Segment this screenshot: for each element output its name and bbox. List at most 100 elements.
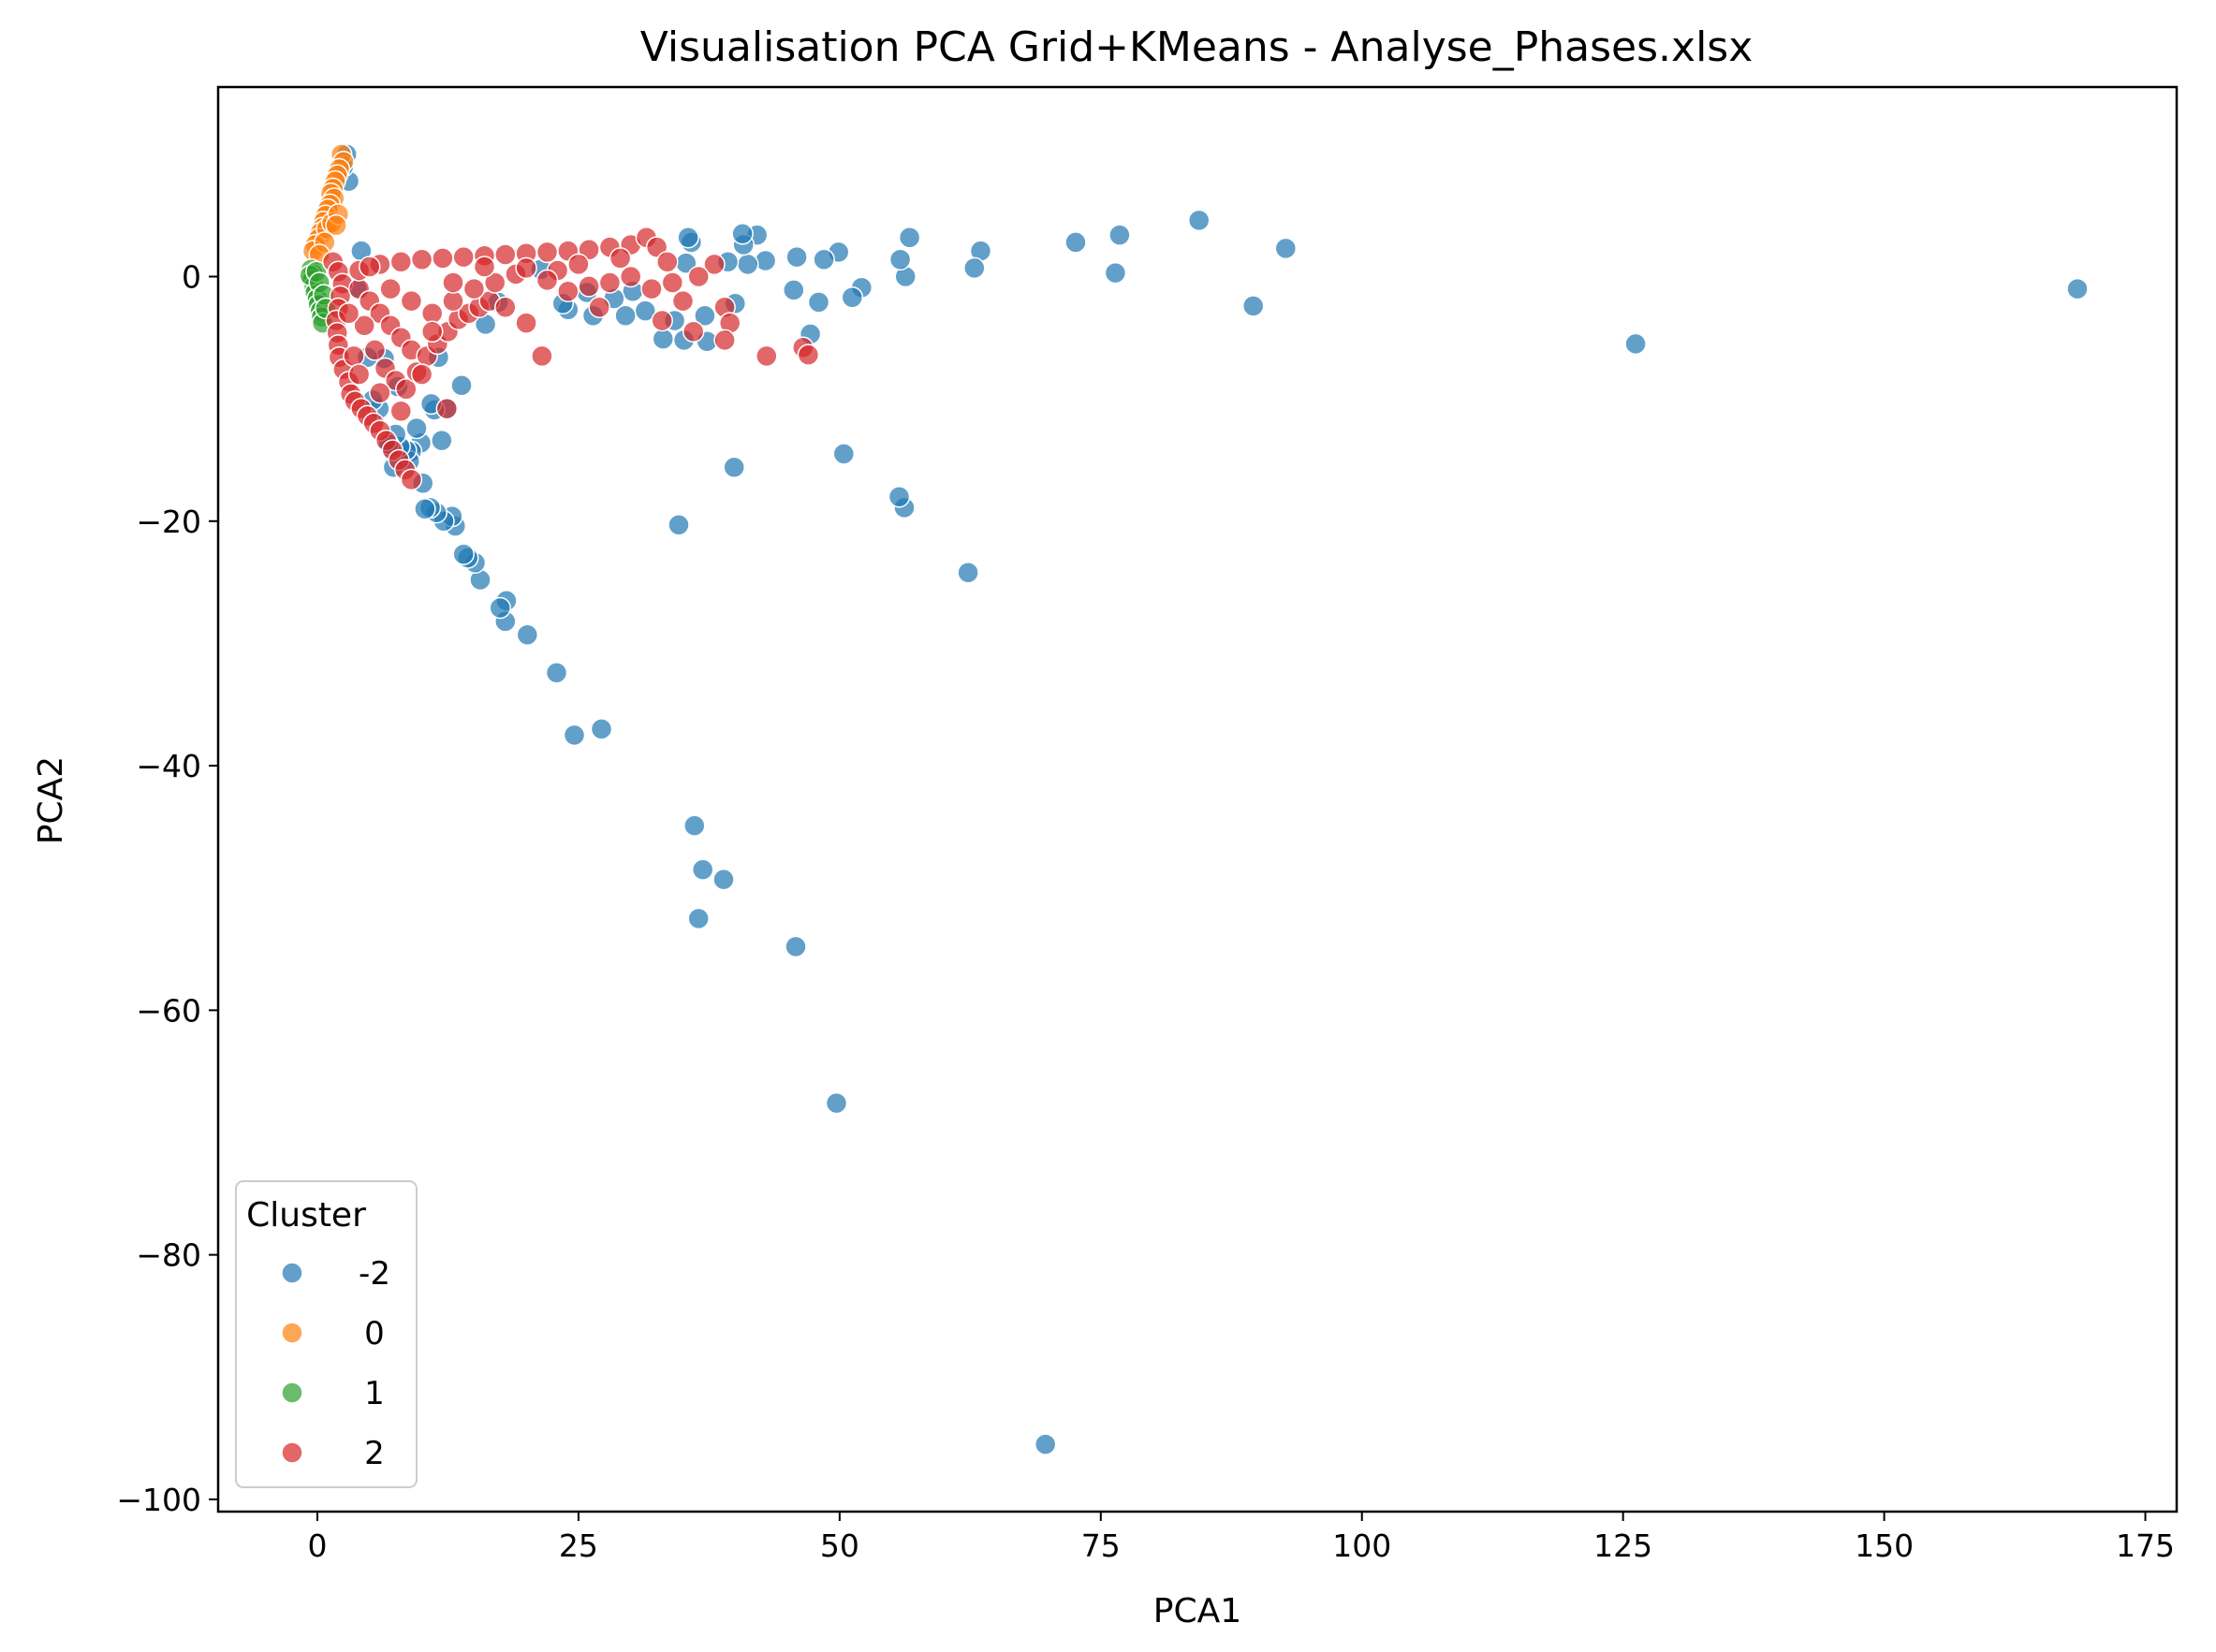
data-point <box>691 858 714 881</box>
data-point <box>785 245 808 269</box>
data-point <box>590 718 613 740</box>
data-point <box>395 377 418 401</box>
data-point <box>888 485 911 508</box>
data-point <box>494 243 517 266</box>
data-point <box>703 253 726 276</box>
data-point <box>515 256 537 280</box>
x-tick-label: 50 <box>820 1528 859 1564</box>
x-tick-label: 150 <box>1855 1528 1914 1564</box>
y-tick-label: −20 <box>136 504 201 540</box>
legend-marker <box>281 1322 303 1344</box>
data-point <box>671 289 695 313</box>
data-point <box>677 226 699 249</box>
data-point <box>957 561 979 584</box>
y-axis-label: PCA2 <box>32 756 70 844</box>
data-point <box>651 309 673 332</box>
data-point <box>414 497 436 520</box>
y-tick-label: −40 <box>136 748 201 784</box>
data-point <box>359 256 381 278</box>
data-point <box>1187 209 1211 232</box>
data-point <box>410 248 433 270</box>
data-point <box>531 344 553 368</box>
data-point <box>598 271 622 294</box>
data-point <box>1064 231 1087 254</box>
data-point <box>515 312 537 334</box>
x-axis-label: PCA1 <box>1153 1592 1241 1630</box>
data-point <box>841 285 864 309</box>
data-point <box>452 543 475 565</box>
y-axis-ticks: 0 −20 −40 −60 −80 −100 <box>116 258 218 1518</box>
data-point <box>888 248 912 270</box>
data-point <box>614 304 637 328</box>
data-point <box>420 301 444 325</box>
data-point <box>797 344 820 366</box>
data-point <box>567 253 590 276</box>
data-point <box>343 344 365 368</box>
data-point <box>347 363 371 386</box>
data-point <box>682 320 705 344</box>
data-point <box>825 1091 848 1115</box>
data-point <box>723 456 745 479</box>
data-point <box>557 280 580 302</box>
data-point <box>736 253 759 276</box>
y-tick-label: −60 <box>136 992 201 1029</box>
data-point <box>754 249 777 272</box>
data-point <box>756 344 778 368</box>
plot-frame <box>216 85 2179 1513</box>
y-tick-label: −80 <box>136 1237 201 1274</box>
legend-label: 1 <box>364 1375 385 1412</box>
data-point <box>405 417 428 440</box>
x-tick-label: 100 <box>1332 1528 1391 1564</box>
data-point <box>462 277 486 300</box>
data-point <box>325 213 347 237</box>
data-point <box>353 314 375 337</box>
series-2 <box>299 257 337 334</box>
data-point <box>656 251 679 273</box>
data-point <box>898 226 921 249</box>
x-axis-ticks: 0 25 50 75 100 125 150 175 <box>307 1512 2175 1564</box>
data-point <box>410 363 433 386</box>
legend-label: -2 <box>359 1255 390 1293</box>
legend-label: 0 <box>364 1315 385 1352</box>
data-point <box>712 868 735 891</box>
x-tick-label: 75 <box>1081 1528 1121 1564</box>
series-3 <box>321 226 820 491</box>
data-point <box>516 623 539 647</box>
data-point <box>588 296 610 318</box>
legend-frame <box>235 1180 418 1488</box>
data-point <box>452 245 475 269</box>
data-point <box>807 291 830 314</box>
data-point <box>489 596 511 620</box>
chart-title: Visualisation PCA Grid+KMeans - Analyse_… <box>640 23 1754 71</box>
data-point <box>431 429 453 452</box>
points-layer <box>299 143 2089 1455</box>
data-point <box>785 935 807 958</box>
data-point <box>1274 237 1298 260</box>
data-point <box>694 304 716 328</box>
data-point <box>483 271 506 294</box>
x-tick-label: 175 <box>2116 1528 2175 1564</box>
y-tick-label: −100 <box>116 1482 201 1518</box>
data-point <box>369 381 391 404</box>
data-point <box>389 251 413 273</box>
legend-label: 2 <box>364 1435 385 1472</box>
x-tick-label: 25 <box>559 1528 598 1564</box>
legend-title: Cluster <box>246 1196 366 1235</box>
data-point <box>668 513 690 536</box>
data-point <box>545 662 568 684</box>
data-point <box>963 256 986 280</box>
data-point <box>731 223 754 245</box>
data-point <box>1034 1433 1057 1455</box>
data-point <box>687 907 710 930</box>
x-tick-label: 0 <box>307 1528 327 1564</box>
data-point <box>432 247 454 270</box>
legend-items: -2 0 1 2 <box>281 1255 390 1472</box>
data-point <box>1241 295 1265 317</box>
data-point <box>683 814 706 837</box>
data-point <box>389 400 413 422</box>
data-point <box>640 277 663 300</box>
data-point <box>494 296 517 318</box>
data-point <box>2066 277 2089 300</box>
data-point <box>1624 332 1647 356</box>
data-point <box>687 265 710 288</box>
